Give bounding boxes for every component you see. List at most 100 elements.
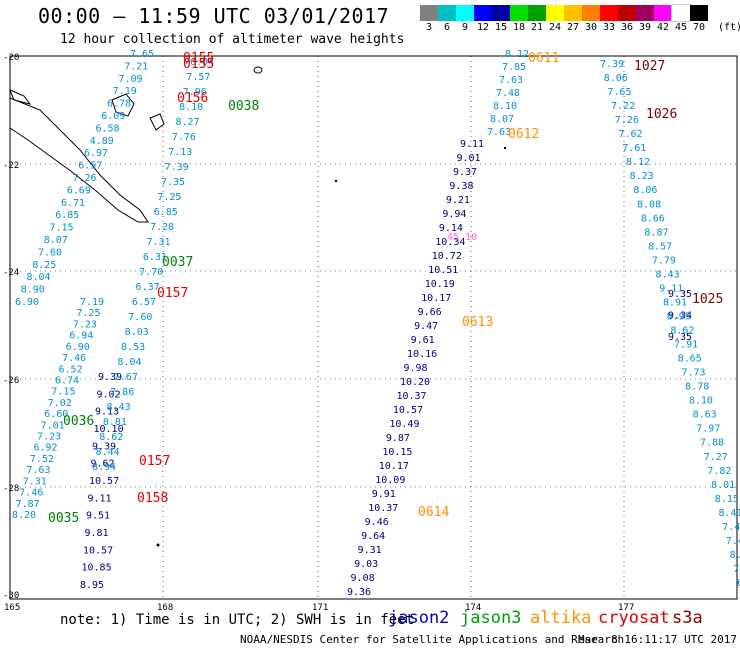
- swh-value-label: 7.97: [696, 424, 720, 435]
- swh-value-label: 10.72: [432, 251, 462, 262]
- swh-value-label: 10.17: [421, 293, 451, 304]
- swh-value-label: 7.23: [37, 432, 61, 443]
- swh-value-label: 7.31: [146, 237, 170, 248]
- swh-value-label: 9.94: [442, 209, 466, 220]
- swh-value-label: 9.61: [411, 335, 435, 346]
- swh-value-label: 8.94: [92, 462, 116, 473]
- swh-value-label: 7.52: [30, 454, 54, 465]
- scale-swatch: [528, 5, 546, 21]
- swh-value-label: 7.82: [707, 466, 731, 477]
- swh-value-label: 8.06: [633, 185, 657, 196]
- scale-swatch: [654, 5, 672, 21]
- pass-time-label: 1026: [646, 107, 677, 122]
- swh-value-label: 7.13: [168, 147, 192, 158]
- pass-time-label: 0036: [63, 414, 94, 429]
- swh-value-label: 7.67: [114, 372, 138, 383]
- scale-swatch: [456, 5, 474, 21]
- swh-value-label: 7.41: [726, 536, 740, 547]
- lon-label: 174: [465, 603, 481, 613]
- swh-value-label: 7.25: [157, 192, 181, 203]
- swh-value-label: 7.4: [733, 564, 740, 575]
- swh-value-label: 9.03: [354, 559, 378, 570]
- lat-label: -22: [3, 161, 19, 171]
- swh-value-label: 8.41: [718, 508, 740, 519]
- swh-value-label: 7.46: [19, 488, 43, 499]
- swh-value-label: 10.10: [94, 424, 124, 435]
- swh-value-label: 7.22: [611, 101, 635, 112]
- swh-value-label: 9.87: [386, 433, 410, 444]
- swh-value-label: 7.26: [615, 115, 639, 126]
- color-scale-bar: [420, 4, 708, 22]
- pass-time-label: 0611: [528, 51, 559, 66]
- swh-value-label: 7.39: [600, 59, 624, 70]
- swh-value-label: 7.63: [26, 465, 50, 476]
- swh-value-label: 7.79: [652, 255, 676, 266]
- swh-value-label: 6.52: [59, 364, 83, 375]
- scale-label: 18: [512, 22, 526, 33]
- swh-value-label: 6.69: [67, 185, 91, 196]
- credit-line: NOAA/NESDIS Center for Satellite Applica…: [240, 633, 625, 646]
- scale-label: 39: [638, 22, 652, 33]
- swh-value-label: 8.44: [96, 447, 120, 458]
- swh-value-label: 4.89: [90, 136, 114, 147]
- swh-value-label: 6.58: [96, 123, 120, 134]
- swh-value-label: 8.10: [689, 396, 713, 407]
- pass-time-label: 0614: [418, 505, 449, 520]
- swh-value-label: 10.51: [428, 265, 458, 276]
- swh-value-label: 7.19: [80, 297, 104, 308]
- scale-swatch: [690, 5, 708, 21]
- coastline-islet: [334, 179, 338, 183]
- scale-unit: (ft): [718, 22, 740, 33]
- swh-value-label: 7.63: [499, 75, 523, 86]
- lat-label: -20: [3, 53, 19, 63]
- scale-swatch: [600, 5, 618, 21]
- coastline-main-island: [9, 97, 149, 223]
- map-frame: [9, 55, 738, 600]
- pass-time-label: 0038: [228, 99, 259, 114]
- coastline-mare: [149, 113, 165, 131]
- scale-label: 30: [584, 22, 598, 33]
- pass-time-label: 0157: [157, 286, 188, 301]
- swh-value-label: 9.38: [449, 181, 473, 192]
- swh-value-label: 7.01: [41, 420, 65, 431]
- swh-value-label: 8.43: [107, 402, 131, 413]
- swh-value-label: 10.57: [83, 545, 113, 556]
- color-scale-labels: 3 6 9 12 15 18 21 24 27 30 33 36 39 42 45 70: [420, 22, 708, 33]
- lon-label: 177: [618, 603, 634, 613]
- swh-value-label: 9.14: [439, 223, 463, 234]
- scale-swatch: [671, 4, 691, 22]
- scale-swatch: [438, 5, 456, 21]
- swh-value-label: 7.27: [704, 452, 728, 463]
- scale-label: 36: [620, 22, 634, 33]
- swh-value-label: 7.02: [48, 398, 72, 409]
- swh-value-label: 9.34: [668, 311, 692, 322]
- swh-value-label: 10.49: [389, 419, 419, 430]
- swh-value-label: 7.48: [496, 88, 520, 99]
- footer-note: note: 1) Time is in UTC; 2) SWH is in fe…: [60, 612, 415, 628]
- pass-time-label: 1027: [634, 59, 665, 74]
- swh-value-label: 45.10: [447, 232, 477, 243]
- pass-time-label: 1025: [692, 292, 723, 307]
- pass-time-label: 0037: [162, 255, 193, 270]
- swh-value-label: 8.08: [637, 199, 661, 210]
- swh-value-label: 6.92: [33, 443, 57, 454]
- scale-swatch: [420, 5, 438, 21]
- swh-value-label: 6.31: [143, 252, 167, 263]
- swh-value-label: 9.36: [347, 587, 371, 598]
- swh-value-label: 7.60: [38, 247, 62, 258]
- swh-value-label: 10.15: [382, 447, 412, 458]
- swh-value-label: 8.07: [44, 235, 68, 246]
- swh-value-label: 8.03: [730, 550, 740, 561]
- swh-value-label: 10.16: [407, 349, 437, 360]
- swh-value-label: 6.71: [61, 198, 85, 209]
- swh-value-label: 8.04: [27, 272, 51, 283]
- swh-value-label: 6.90: [15, 297, 39, 308]
- swh-value-label: 7.09: [119, 74, 143, 85]
- scale-label: 21: [530, 22, 544, 33]
- swh-value-label: 9.08: [351, 573, 375, 584]
- swh-value-label: 6.85: [154, 207, 178, 218]
- scale-label: 15: [494, 22, 508, 33]
- pass-time-label: 0155: [183, 57, 214, 72]
- swh-value-label: 7.91: [674, 340, 698, 351]
